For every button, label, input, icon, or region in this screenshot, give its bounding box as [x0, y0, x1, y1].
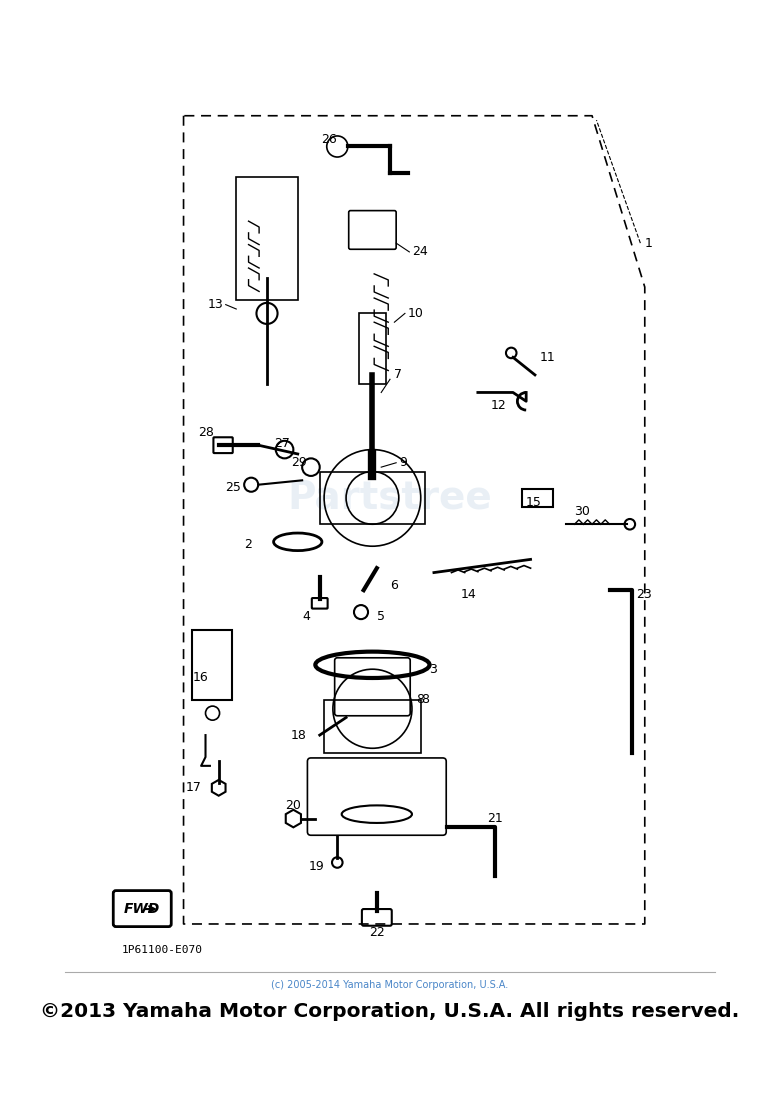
- Text: 12: 12: [491, 400, 507, 412]
- Text: Partstree: Partstree: [288, 478, 492, 517]
- Text: 30: 30: [575, 505, 590, 517]
- Text: 29: 29: [291, 456, 307, 470]
- Text: 23: 23: [636, 588, 652, 601]
- Text: 13: 13: [207, 299, 223, 311]
- Text: 8: 8: [420, 694, 429, 706]
- Text: 6: 6: [390, 579, 398, 593]
- Text: 26: 26: [321, 133, 337, 145]
- Text: 27: 27: [274, 437, 290, 450]
- Text: 3: 3: [430, 663, 438, 676]
- Text: FWD: FWD: [124, 902, 161, 916]
- Text: 18: 18: [291, 728, 307, 741]
- Text: 16: 16: [193, 672, 208, 685]
- Bar: [522, 490, 552, 506]
- Text: 10: 10: [408, 306, 424, 320]
- Text: 1P61100-E070: 1P61100-E070: [122, 946, 203, 956]
- Text: 20: 20: [285, 799, 301, 811]
- Text: 24: 24: [412, 245, 427, 259]
- Bar: [236, 178, 298, 300]
- Bar: [320, 472, 425, 524]
- Text: 22: 22: [369, 926, 385, 939]
- Text: ©2013 Yamaha Motor Corporation, U.S.A. All rights reserved.: ©2013 Yamaha Motor Corporation, U.S.A. A…: [41, 1002, 739, 1021]
- Bar: [193, 629, 232, 700]
- Text: 8: 8: [417, 694, 424, 706]
- Text: 15: 15: [526, 496, 542, 508]
- Text: 21: 21: [487, 813, 502, 825]
- Bar: [324, 700, 420, 753]
- Text: 7: 7: [395, 369, 402, 382]
- Text: 1: 1: [645, 236, 653, 250]
- Text: 11: 11: [539, 351, 555, 364]
- Text: 2: 2: [244, 538, 252, 551]
- Text: (c) 2005-2014 Yamaha Motor Corporation, U.S.A.: (c) 2005-2014 Yamaha Motor Corporation, …: [271, 980, 509, 990]
- Text: 25: 25: [225, 481, 241, 494]
- Text: 28: 28: [198, 425, 215, 438]
- Bar: [360, 313, 385, 384]
- Text: 4: 4: [303, 610, 310, 623]
- Text: 14: 14: [460, 588, 476, 601]
- Text: 9: 9: [399, 456, 406, 470]
- Text: 5: 5: [377, 610, 385, 623]
- Text: 17: 17: [185, 781, 201, 795]
- Text: 19: 19: [308, 860, 324, 874]
